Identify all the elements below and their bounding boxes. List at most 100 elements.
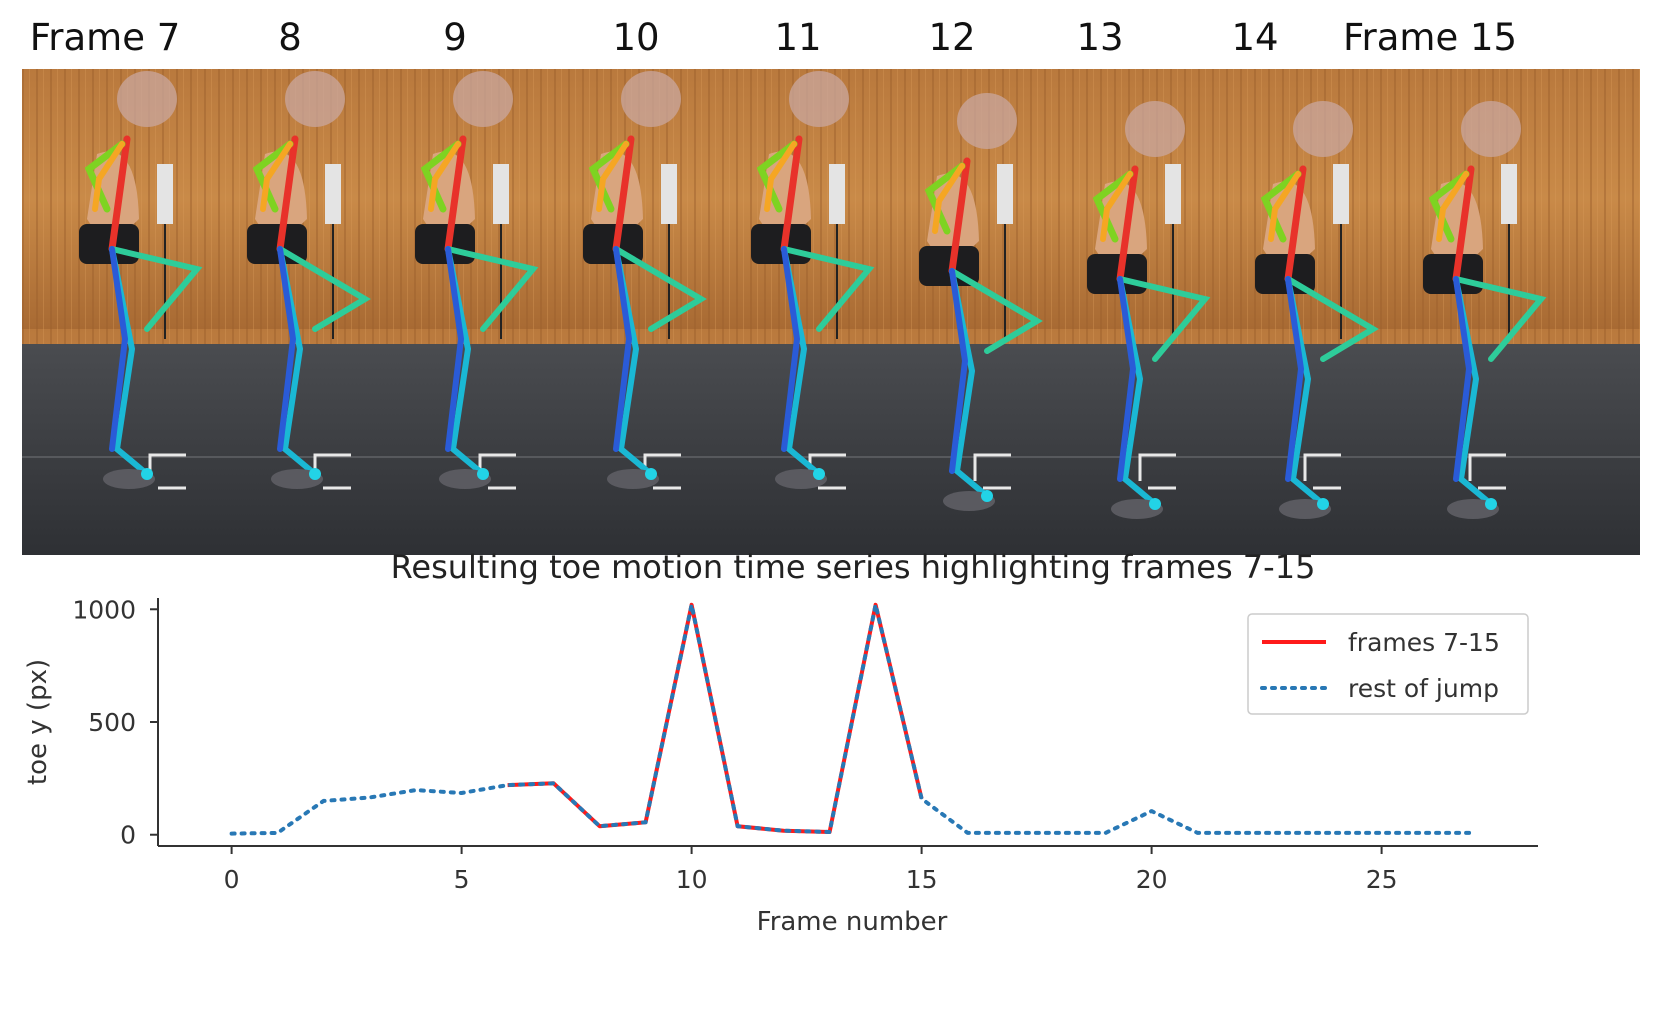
frame-label: 8 [278,16,302,59]
arm-bone [588,140,630,213]
frame-label: 11 [774,16,822,59]
spine-bone [1284,165,1307,283]
y-tick-label: 1000 [72,595,136,624]
axes: 0 5 10 15 20 25 0 500 1000 [72,595,1538,894]
frame-label: 13 [1076,16,1124,59]
x-tick-label: 25 [1366,865,1398,894]
leg-bone [781,246,801,452]
leg-bone [445,246,539,332]
toe-keypoint [981,490,993,502]
head [789,71,849,127]
head [1461,101,1521,157]
arm-bone [932,163,965,234]
arm-bone [428,141,461,212]
series-line-rest [229,602,1476,836]
spine-bone [948,157,971,275]
leg-bone [949,268,969,474]
chart-title: Resulting toe motion time series highlig… [391,548,1316,586]
arm-bone [1428,170,1470,243]
frame-label: 12 [928,16,976,59]
leg-bone [781,246,875,332]
x-tick-label: 20 [1136,865,1168,894]
arm-bone [252,140,294,213]
camera-stand [157,164,173,224]
legend-label-rest: rest of jump [1348,674,1499,703]
legend: frames 7-15 rest of jump [1247,613,1529,715]
leg-bone [949,268,1043,354]
spine-bone [780,135,803,253]
pose-figure [751,71,875,489]
arm-bone [1268,171,1301,242]
head [117,71,177,127]
leg-bone [1117,276,1137,482]
frame-label: Frame 7 [29,16,181,59]
spine-bone [612,135,635,253]
leg-bone [613,246,633,452]
leg-bone [277,246,371,332]
floor-mark [973,453,1011,481]
leg-bone [1285,276,1379,362]
y-axis-label: toe y (px) [23,659,53,785]
head [453,71,513,127]
leg-bone [277,246,297,452]
x-tick-label: 15 [906,865,938,894]
legend-box [1247,613,1529,715]
arm-bone [420,140,462,213]
floor [22,344,1640,555]
arm-bone [764,141,797,212]
frame-label: Frame 15 [1342,16,1518,59]
series-layer [229,602,1476,836]
spine-bone [276,135,299,253]
floor-mark [1468,453,1506,481]
legend-label-highlight: frames 7-15 [1348,628,1500,657]
spine-bone [108,135,131,253]
arm-bone [84,140,126,213]
toe-keypoint [645,468,657,480]
pose-frames-strip [22,69,1640,555]
pose-figure [247,71,371,489]
spine-bone [1116,165,1139,283]
arm-bone [1260,170,1302,243]
toe-keypoint [477,468,489,480]
arm-bone [1100,171,1133,242]
pose-figure [415,71,539,489]
frame-label: 9 [443,16,467,59]
arm-bone [260,141,293,212]
x-tick-label: 5 [454,865,470,894]
frame-label: 10 [612,16,660,59]
camera-stand [1501,164,1517,224]
toe-keypoint [1485,498,1497,510]
arm-bone [596,141,629,212]
arm-bone [1092,170,1134,243]
frame-labels: Frame 7 8 9 10 11 12 13 14 Frame 15 [0,0,1661,66]
head [1125,101,1185,157]
leg-bone [1285,276,1305,482]
toe-keypoint [813,468,825,480]
leg-bone [109,246,203,332]
leg-bone [613,246,707,332]
toe-keypoint [309,468,321,480]
camera-stand [829,164,845,224]
toe-keypoint [141,468,153,480]
x-axis-label: Frame number [757,907,948,937]
leg-bone [1117,276,1211,362]
camera-stand [661,164,677,224]
camera-stand [997,164,1013,224]
head [621,71,681,127]
pose-figure [79,71,203,489]
arm-bone [1436,171,1469,242]
spine-bone [1452,165,1475,283]
leg-bone [445,246,465,452]
leg-bone [1453,276,1547,362]
pose-figure [1087,101,1211,519]
pose-figure [1255,101,1379,519]
camera-stand [1333,164,1349,224]
x-tick-label: 0 [224,865,240,894]
camera-stand [325,164,341,224]
toe-keypoint [1149,498,1161,510]
leg-bone [109,246,129,452]
figures [79,71,1547,519]
camera-stand [493,164,509,224]
floor-mark [1138,453,1176,481]
leg-bone [1453,276,1473,482]
